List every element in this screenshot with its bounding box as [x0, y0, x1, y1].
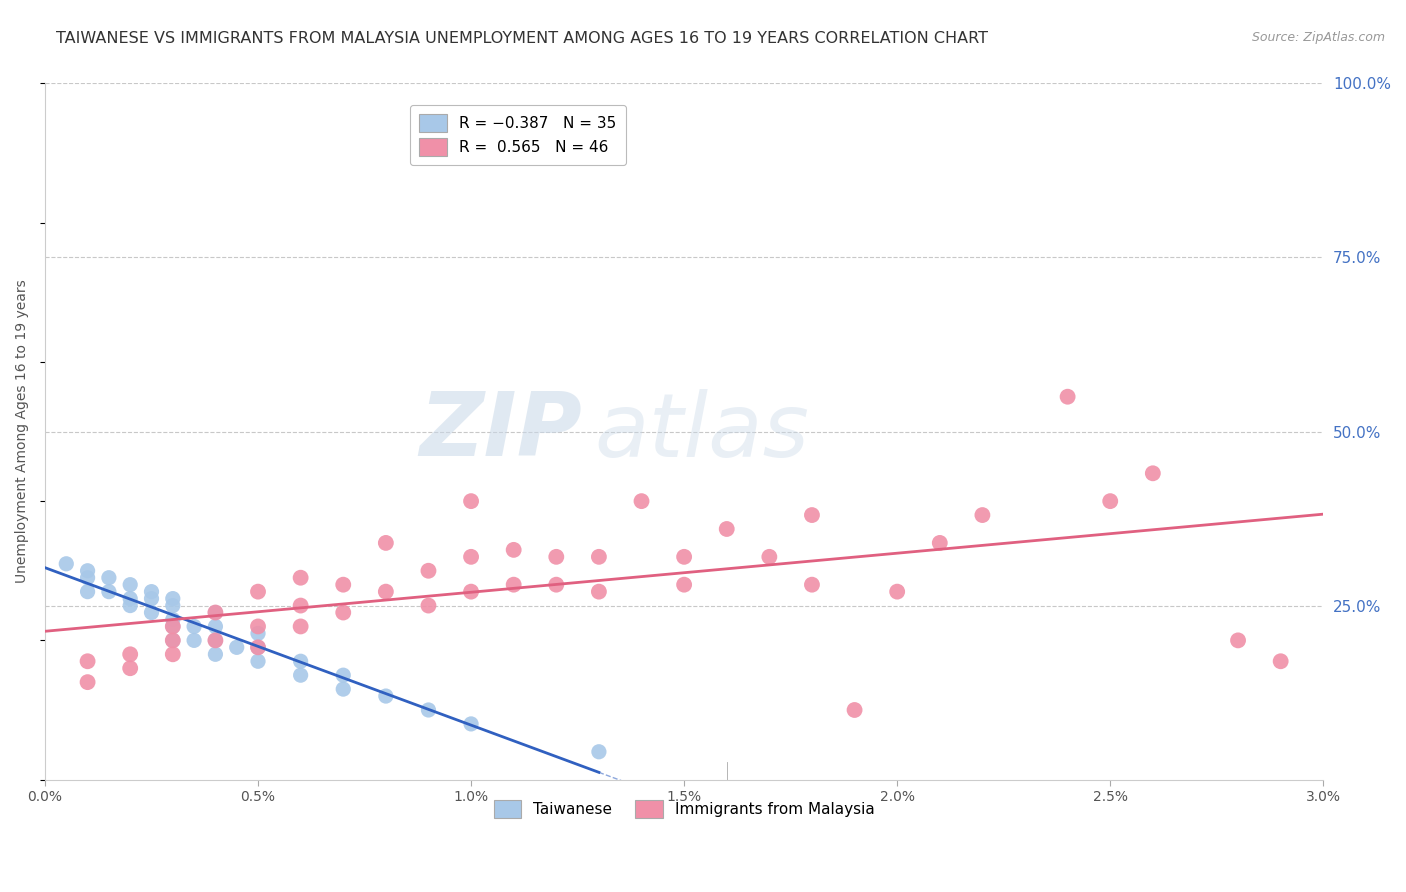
Point [844, 703, 866, 717]
Point [55, 557, 77, 571]
Text: TAIWANESE VS IMMIGRANTS FROM MALAYSIA UNEMPLOYMENT AMONG AGES 16 TO 19 YEARS COR: TAIWANESE VS IMMIGRANTS FROM MALAYSIA UN… [56, 31, 988, 46]
Point [374, 584, 396, 599]
Point [332, 668, 354, 682]
Point [374, 536, 396, 550]
Point [76, 564, 98, 578]
Point [162, 619, 184, 633]
Point [120, 577, 142, 591]
Point [204, 606, 226, 620]
Point [460, 584, 482, 599]
Point [162, 633, 184, 648]
Point [546, 549, 568, 564]
Point [120, 599, 142, 613]
Point [758, 549, 780, 564]
Point [460, 494, 482, 508]
Point [76, 571, 98, 585]
Legend: Taiwanese, Immigrants from Malaysia: Taiwanese, Immigrants from Malaysia [488, 794, 880, 824]
Point [1227, 633, 1250, 648]
Point [247, 640, 270, 655]
Point [418, 599, 440, 613]
Point [1270, 654, 1292, 668]
Point [162, 591, 184, 606]
Point [247, 626, 270, 640]
Point [141, 591, 163, 606]
Point [204, 619, 226, 633]
Point [332, 682, 354, 697]
Text: ZIP: ZIP [419, 388, 582, 475]
Point [162, 648, 184, 662]
Point [290, 571, 312, 585]
Point [1099, 494, 1122, 508]
Point [97, 584, 120, 599]
Point [502, 577, 524, 591]
Point [247, 640, 270, 655]
Point [502, 542, 524, 557]
Point [800, 577, 823, 591]
Point [183, 633, 205, 648]
Point [204, 606, 226, 620]
Point [76, 584, 98, 599]
Point [162, 612, 184, 626]
Point [247, 619, 270, 633]
Point [204, 648, 226, 662]
Point [204, 633, 226, 648]
Point [290, 619, 312, 633]
Point [673, 549, 696, 564]
Point [972, 508, 994, 522]
Point [1056, 390, 1078, 404]
Point [588, 745, 610, 759]
Point [630, 494, 652, 508]
Point [247, 654, 270, 668]
Text: Source: ZipAtlas.com: Source: ZipAtlas.com [1251, 31, 1385, 45]
Point [588, 549, 610, 564]
Text: atlas: atlas [595, 389, 810, 475]
Point [332, 606, 354, 620]
Point [290, 654, 312, 668]
Point [673, 577, 696, 591]
Point [886, 584, 908, 599]
Point [800, 508, 823, 522]
Y-axis label: Unemployment Among Ages 16 to 19 years: Unemployment Among Ages 16 to 19 years [15, 280, 30, 583]
Point [162, 633, 184, 648]
Point [162, 599, 184, 613]
Point [97, 571, 120, 585]
Point [290, 668, 312, 682]
Point [418, 703, 440, 717]
Point [546, 577, 568, 591]
Point [162, 619, 184, 633]
Point [374, 689, 396, 703]
Point [183, 619, 205, 633]
Point [120, 661, 142, 675]
Point [460, 549, 482, 564]
Point [204, 633, 226, 648]
Point [1142, 467, 1164, 481]
Point [76, 675, 98, 690]
Point [290, 599, 312, 613]
Point [225, 640, 247, 655]
Point [418, 564, 440, 578]
Point [716, 522, 738, 536]
Point [928, 536, 950, 550]
Point [247, 584, 270, 599]
Point [120, 648, 142, 662]
Point [76, 654, 98, 668]
Point [120, 591, 142, 606]
Point [460, 717, 482, 731]
Point [588, 584, 610, 599]
Point [141, 584, 163, 599]
Point [332, 577, 354, 591]
Point [141, 606, 163, 620]
